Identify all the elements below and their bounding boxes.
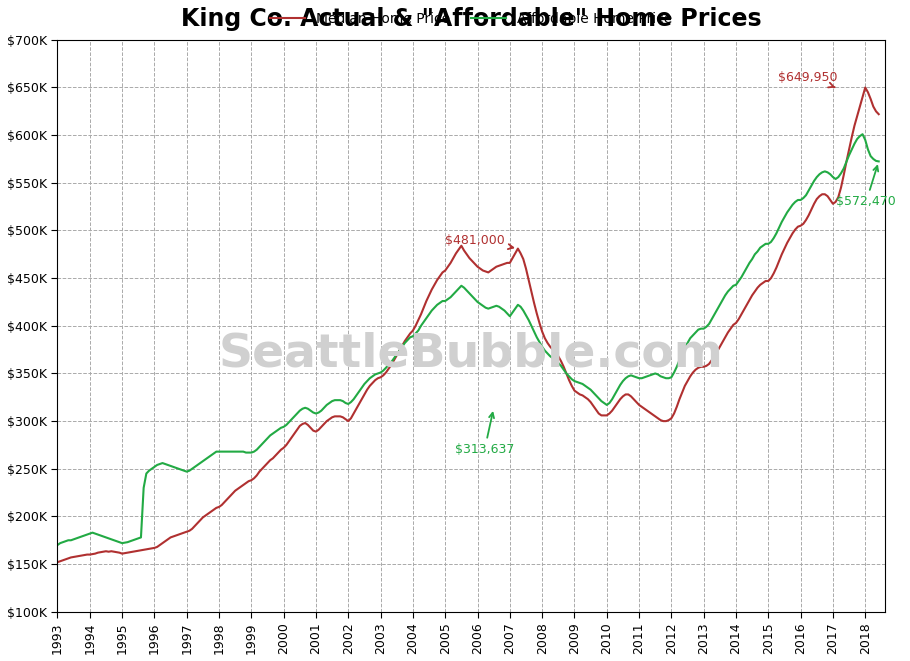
Affordable Home Price (620, 374, 631, 382)
Line: Median Home Price: Median Home Price (57, 87, 879, 563)
Affordable Home Price (340, 399, 351, 407)
Legend: Median Home Price, Affordable Home Price: Median Home Price, Affordable Home Price (265, 7, 678, 32)
Affordable Home Price (857, 130, 868, 138)
Text: $481,000: $481,000 (445, 233, 513, 249)
Text: $313,637: $313,637 (455, 413, 514, 456)
Median Home Price (620, 391, 631, 399)
Median Home Price (340, 415, 351, 423)
Median Home Price (52, 559, 63, 566)
Affordable Home Price (776, 218, 787, 226)
Median Home Price (437, 268, 448, 276)
Line: Affordable Home Price: Affordable Home Price (57, 134, 879, 545)
Median Home Price (316, 423, 327, 431)
Text: $572,470: $572,470 (836, 166, 896, 208)
Title: King Co. Actual & "Affordable" Home Prices: King Co. Actual & "Affordable" Home Pric… (181, 7, 762, 31)
Affordable Home Price (874, 157, 885, 165)
Affordable Home Price (316, 407, 327, 414)
Affordable Home Price (437, 297, 448, 305)
Median Home Price (776, 251, 787, 258)
Median Home Price (874, 110, 885, 118)
Text: $649,950: $649,950 (778, 71, 837, 87)
Median Home Price (647, 410, 658, 418)
Median Home Price (860, 83, 871, 91)
Affordable Home Price (647, 370, 658, 378)
Text: SeattleBubble.com: SeattleBubble.com (218, 332, 723, 377)
Affordable Home Price (52, 541, 63, 549)
